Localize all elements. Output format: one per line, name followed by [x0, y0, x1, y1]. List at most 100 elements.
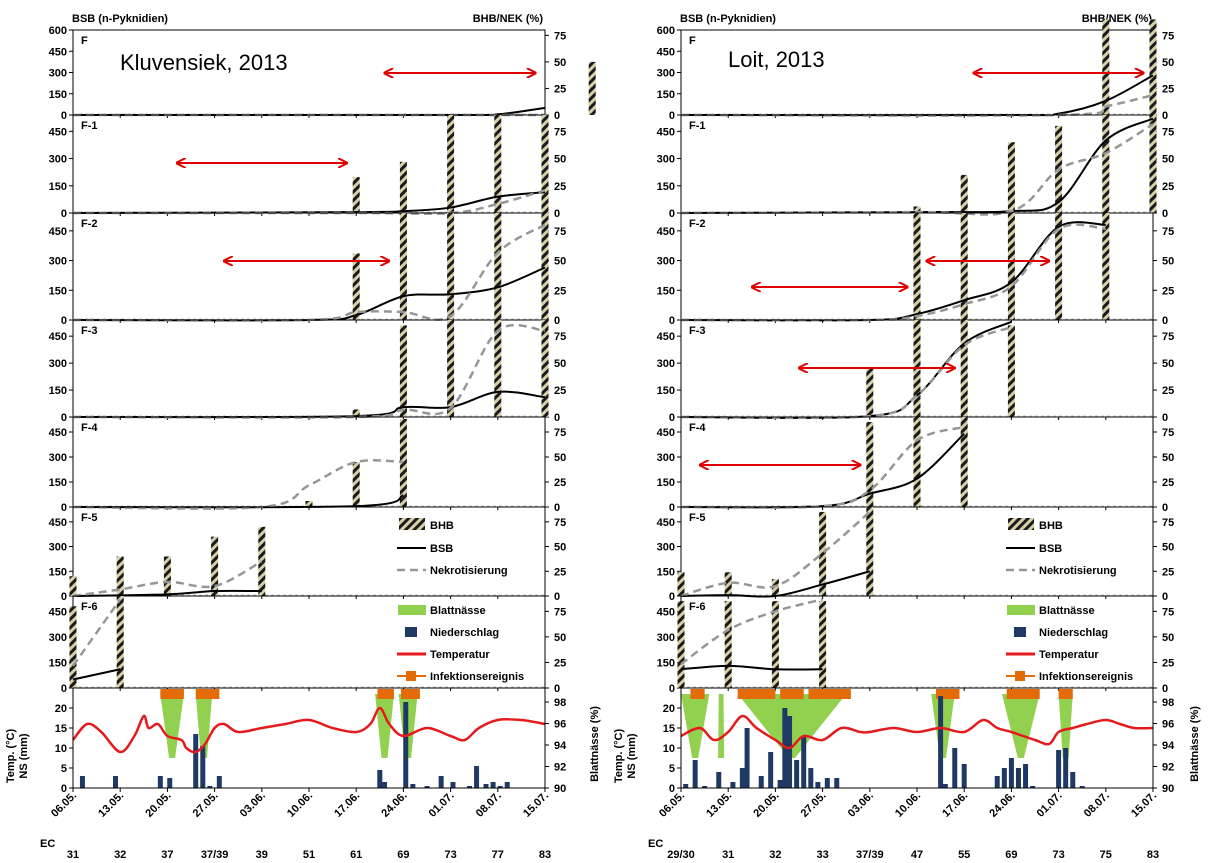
- right-tick-label: 25: [554, 285, 566, 297]
- panel-label: F-4: [689, 422, 706, 434]
- legend: BHB BSB Nekrotisierung Blattnässe Nieder…: [1006, 518, 1133, 683]
- left-tick-label: 0: [61, 502, 67, 514]
- temp-tick-label: 10: [55, 743, 67, 755]
- panel-f-3: 450 300 150 0 75 50 25 0 F-3: [49, 319, 566, 424]
- legend-bhb-label: BHB: [1039, 520, 1063, 532]
- wet-tick-label: 92: [1162, 762, 1174, 774]
- rain-bar: [730, 782, 736, 788]
- wet-tick-label: 98: [554, 697, 566, 709]
- panel-f-6: 450 300 150 0 75 50 25 0 F-6: [657, 595, 1174, 695]
- right-tick-label: 0: [554, 412, 560, 424]
- right-tick-label: 50: [554, 632, 566, 644]
- legend-infection-marker: [406, 671, 416, 681]
- left-tick-label: 450: [49, 226, 67, 238]
- bhb-bar: [724, 601, 732, 688]
- left-tick-label: 450: [49, 331, 67, 343]
- left-tick-label: 600: [657, 25, 675, 37]
- rain-bar: [207, 786, 213, 788]
- panel-label: F-1: [689, 120, 706, 132]
- right-tick-label: 75: [1162, 517, 1174, 529]
- left-tick-label: 0: [669, 502, 675, 514]
- nek-line: [72, 560, 263, 598]
- ns-axis-label: NS (mm): [18, 733, 30, 779]
- ec-value: 83: [1147, 849, 1159, 861]
- left-tick-label: 0: [61, 591, 67, 603]
- ec-value: 32: [114, 849, 126, 861]
- left-tick-label: 0: [61, 683, 67, 695]
- bhb-bar: [1149, 115, 1157, 213]
- left-tick-label: 150: [49, 89, 67, 101]
- ec-value: 73: [1052, 849, 1064, 861]
- left-tick-label: 300: [49, 256, 67, 268]
- wetness-area: [195, 694, 213, 758]
- panel-frame: [72, 212, 546, 321]
- bhb-bar: [69, 576, 77, 596]
- left-tick-label: 300: [657, 358, 675, 370]
- temp-axis-label: Temp. (°C): [613, 729, 625, 784]
- right-tick-label: 25: [1162, 181, 1174, 193]
- rain-bar: [794, 760, 800, 788]
- date-label: 17.06.: [332, 790, 362, 820]
- left-tick-label: 150: [657, 285, 675, 297]
- wetness-area: [375, 694, 394, 758]
- bhb-bar: [960, 174, 968, 213]
- rain-bar: [377, 770, 383, 788]
- ec-value: 47: [911, 849, 923, 861]
- infection-marker: [160, 689, 184, 699]
- left-tick-label: 150: [49, 657, 67, 669]
- bhb-bar: [1102, 115, 1110, 213]
- bhb-bar: [352, 462, 360, 507]
- right-tick-label: 50: [554, 358, 566, 370]
- rain-bar: [167, 778, 173, 788]
- right-tick-label: 75: [554, 427, 566, 439]
- rain-bar: [1001, 768, 1007, 788]
- right-tick-label: 25: [554, 385, 566, 397]
- rain-bar: [815, 782, 821, 788]
- temp-tick-label: 10: [663, 743, 675, 755]
- wet-tick-label: 94: [554, 740, 567, 752]
- right-tick-label: 75: [554, 331, 566, 343]
- rain-bar: [474, 766, 480, 788]
- nek-line: [72, 323, 546, 419]
- bsb-line: [680, 117, 1154, 214]
- date-label: 08.07.: [474, 790, 504, 820]
- left-tick-label: 600: [49, 25, 67, 37]
- bsb-line: [680, 221, 1106, 322]
- panel-f-3: 450 300 150 0 75 50 25 0 F-3: [657, 319, 1174, 424]
- right-tick-label: 25: [1162, 657, 1174, 669]
- bsb-line: [72, 191, 546, 214]
- rain-bar: [403, 702, 409, 788]
- rain-bar: [758, 776, 764, 788]
- bhb-bar: [588, 61, 596, 115]
- legend-bhb-swatch: [1008, 518, 1034, 530]
- rain-bar: [692, 760, 698, 788]
- infection-marker: [737, 689, 776, 699]
- date-label: 10.06.: [893, 790, 923, 820]
- left-tick-label: 150: [49, 181, 67, 193]
- bhb-bar: [211, 536, 219, 596]
- right-tick-label: 25: [1162, 477, 1174, 489]
- panel-label: F-3: [81, 325, 98, 337]
- panel-label: F: [689, 35, 696, 47]
- infection-marker: [377, 689, 394, 699]
- chart-kluvensiek: BSB (n-Pyknidien) BHB/NEK (%) Kluvensiek…: [5, 13, 601, 861]
- legend-bhb-label: BHB: [430, 520, 454, 532]
- bhb-bar: [116, 556, 124, 596]
- bhb-bar: [163, 556, 171, 596]
- panel-f-1: 450 300 150 0 75 50 25 0 F-1: [657, 114, 1174, 220]
- right-tick-label: 75: [1162, 331, 1174, 343]
- rain-bar: [410, 784, 416, 788]
- right-tick-label: 75: [554, 126, 566, 138]
- panel-label: F-5: [81, 512, 98, 524]
- rain-bar: [961, 764, 967, 788]
- infection-marker: [808, 689, 851, 699]
- rain-bar: [768, 752, 774, 788]
- ec-value: 61: [350, 849, 362, 861]
- bsb-line: [680, 74, 1154, 117]
- left-tick-label: 0: [61, 412, 67, 424]
- legend-wet-label: Blattnässe: [1039, 605, 1095, 617]
- left-tick-label: 450: [657, 606, 675, 618]
- nek-line: [72, 223, 546, 322]
- rain-bar: [466, 786, 472, 788]
- date-label: 13.05.: [96, 790, 126, 820]
